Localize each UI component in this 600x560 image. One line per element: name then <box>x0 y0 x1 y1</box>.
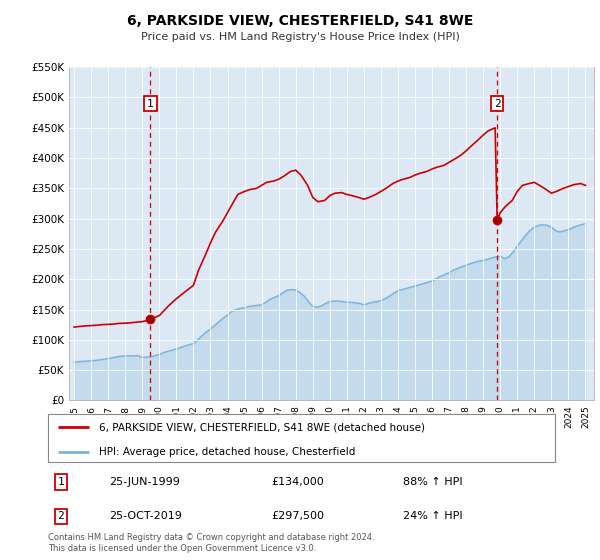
Text: 25-OCT-2019: 25-OCT-2019 <box>109 511 182 521</box>
Text: 24% ↑ HPI: 24% ↑ HPI <box>403 511 463 521</box>
Text: 88% ↑ HPI: 88% ↑ HPI <box>403 477 463 487</box>
Text: HPI: Average price, detached house, Chesterfield: HPI: Average price, detached house, Ches… <box>98 446 355 456</box>
Text: Contains HM Land Registry data © Crown copyright and database right 2024.
This d: Contains HM Land Registry data © Crown c… <box>48 533 374 553</box>
Text: 2: 2 <box>494 99 500 109</box>
Text: 6, PARKSIDE VIEW, CHESTERFIELD, S41 8WE: 6, PARKSIDE VIEW, CHESTERFIELD, S41 8WE <box>127 14 473 28</box>
Text: 2: 2 <box>58 511 64 521</box>
Text: 1: 1 <box>58 477 64 487</box>
Text: £297,500: £297,500 <box>271 511 324 521</box>
Text: 1: 1 <box>147 99 154 109</box>
Text: 6, PARKSIDE VIEW, CHESTERFIELD, S41 8WE (detached house): 6, PARKSIDE VIEW, CHESTERFIELD, S41 8WE … <box>98 422 425 432</box>
Text: 25-JUN-1999: 25-JUN-1999 <box>109 477 180 487</box>
Text: Price paid vs. HM Land Registry's House Price Index (HPI): Price paid vs. HM Land Registry's House … <box>140 32 460 43</box>
Text: £134,000: £134,000 <box>271 477 324 487</box>
